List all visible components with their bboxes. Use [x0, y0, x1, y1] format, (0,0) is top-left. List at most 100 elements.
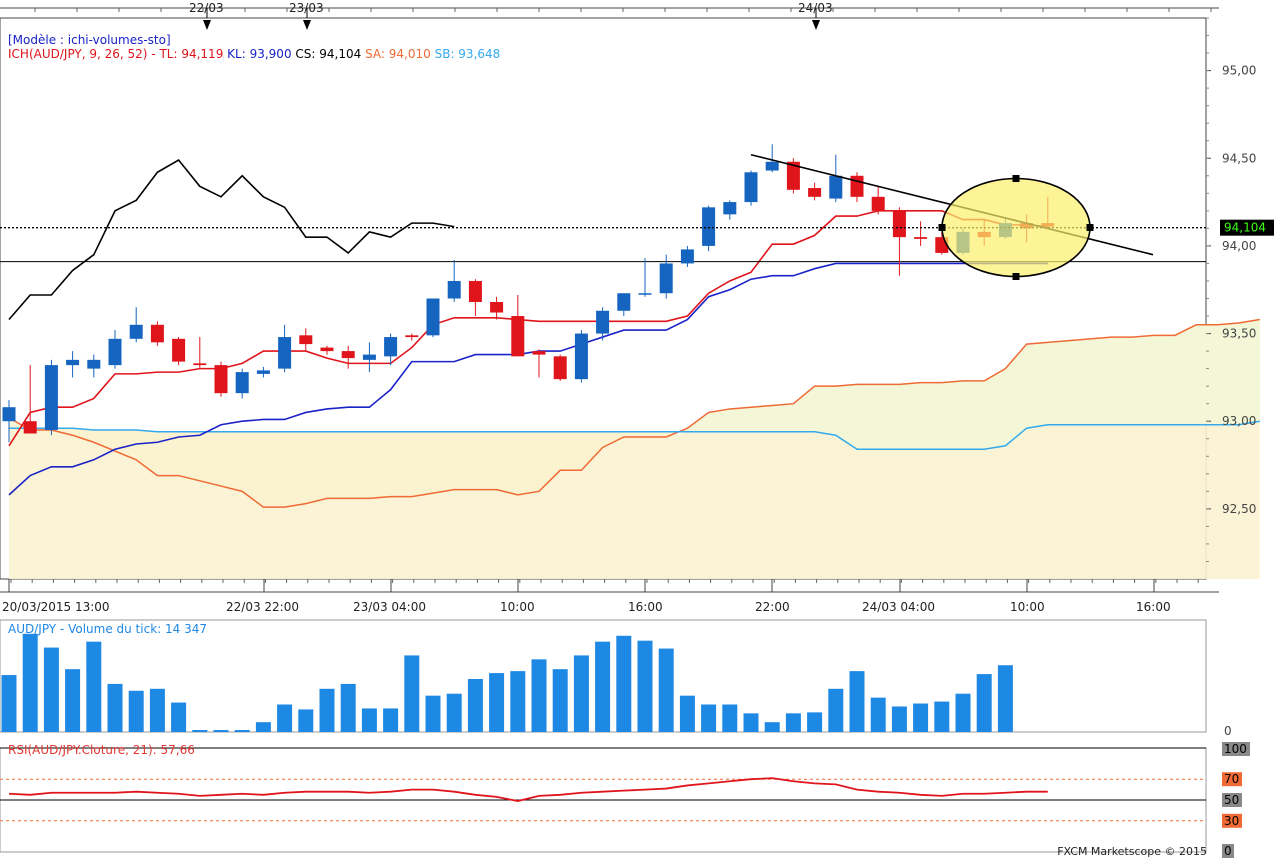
cloud-segment	[284, 431, 307, 508]
time-axis-label: 16:00	[628, 600, 663, 614]
candle-down	[914, 237, 928, 239]
candle-up	[723, 202, 737, 215]
rsi-axis-label: 70	[1224, 772, 1239, 786]
candle-down	[892, 210, 906, 238]
cloud-segment	[178, 431, 201, 482]
volume-bar	[425, 695, 441, 732]
candle-down	[468, 280, 482, 303]
volume-bar	[340, 683, 356, 732]
cloud-segment	[920, 382, 943, 450]
candle-down	[871, 196, 885, 211]
candle-down	[193, 363, 207, 366]
price-tick-label: 92,50	[1222, 502, 1256, 516]
candle-down	[808, 188, 822, 197]
rsi-axis-box	[1222, 813, 1242, 828]
cloud-segment	[644, 431, 667, 438]
candle-up	[66, 359, 80, 366]
chikou-line	[8, 158, 455, 321]
price-tick-label: 93,50	[1222, 327, 1256, 341]
tenkan-line	[8, 210, 1048, 447]
volume-bar	[361, 708, 377, 732]
time-axis-label: 23/03 04:00	[353, 600, 426, 614]
candle-down	[786, 161, 800, 190]
price-tick-label: 93,00	[1222, 414, 1256, 428]
rsi-line	[8, 777, 1048, 802]
volume-bar	[192, 730, 208, 732]
rsi-axis-box	[1222, 772, 1242, 787]
candle-down	[150, 324, 164, 343]
volume-bar	[510, 671, 526, 732]
candle-down	[214, 365, 228, 394]
senkou-a-value: SA: 94,010	[365, 47, 431, 61]
volume-bar	[722, 704, 738, 732]
cloud-segment	[305, 431, 328, 504]
candle-up	[2, 407, 16, 422]
candle-up	[596, 310, 610, 334]
model-label: [Modèle : ichi-volumes-sto]	[8, 33, 171, 47]
volume-bar	[213, 730, 229, 732]
cloud-segment	[263, 431, 285, 508]
volume-bar	[701, 704, 717, 732]
time-axis-label: 24/03 04:00	[862, 600, 935, 614]
date-marker-arrow	[203, 20, 211, 30]
candle-up	[765, 161, 779, 171]
candle-up	[278, 337, 292, 369]
cloud-lower-fill	[9, 421, 1260, 579]
cloud-segment	[814, 385, 837, 436]
volume-bar	[65, 669, 81, 732]
ich-name: ICH(AUD/JPY, 9, 26, 52) -	[8, 47, 156, 61]
cloud-segment	[432, 431, 455, 494]
rsi-axis-box	[1222, 742, 1250, 756]
candle-down	[299, 335, 313, 345]
volume-axis-zero: 0	[1224, 724, 1232, 738]
candle-down	[553, 356, 567, 380]
candle-down	[511, 316, 525, 357]
volume-bar	[934, 701, 950, 732]
candle-up	[744, 172, 758, 203]
cloud-segment	[1174, 324, 1197, 426]
candle-up	[235, 372, 249, 394]
volume-bar	[22, 633, 38, 732]
candle-up	[362, 354, 376, 360]
ellipse-handle	[1012, 174, 1020, 182]
candle-down	[23, 421, 37, 434]
current-price-box	[1220, 219, 1274, 236]
volume-bar	[870, 697, 886, 732]
volume-bar	[149, 688, 165, 732]
volume-bar	[595, 641, 611, 732]
rsi-axis-label: 30	[1224, 814, 1239, 828]
date-marker-label: 24/03	[798, 1, 833, 15]
candle-up	[680, 249, 694, 264]
cloud-segment	[390, 431, 413, 497]
candle-up	[829, 175, 843, 199]
volume-bar	[658, 648, 674, 732]
volume-bar	[1, 675, 17, 732]
cloud-segment	[962, 380, 985, 450]
cloud-segment	[856, 384, 879, 450]
cloud-segment	[496, 431, 519, 496]
cloud-segment	[220, 431, 243, 492]
time-axis-label: 10:00	[1010, 600, 1045, 614]
cloud-segment	[983, 368, 1006, 450]
time-axis-label: 16:00	[1136, 600, 1171, 614]
candle-up	[447, 280, 461, 299]
rsi-header: RSI(AUD/JPY.Cloture, 21): 57,66	[8, 743, 195, 757]
cloud-segment	[1111, 336, 1133, 426]
cloud-segment	[1132, 334, 1155, 426]
candle-up	[638, 293, 652, 295]
candle-up	[87, 359, 101, 369]
volume-bar	[976, 674, 992, 732]
candle-up	[256, 370, 270, 374]
volume-bar	[531, 659, 547, 732]
cloud-segment	[326, 431, 349, 499]
current-price-label: 94,104	[1224, 221, 1266, 235]
volume-bar	[298, 709, 314, 732]
candle-down	[341, 351, 355, 359]
cloud-segment	[453, 431, 476, 490]
volume-bar	[637, 640, 653, 732]
candle-up	[384, 337, 398, 357]
candle-up	[617, 293, 631, 311]
candle-up	[108, 338, 122, 366]
price-tick-label: 95,00	[1222, 64, 1256, 78]
